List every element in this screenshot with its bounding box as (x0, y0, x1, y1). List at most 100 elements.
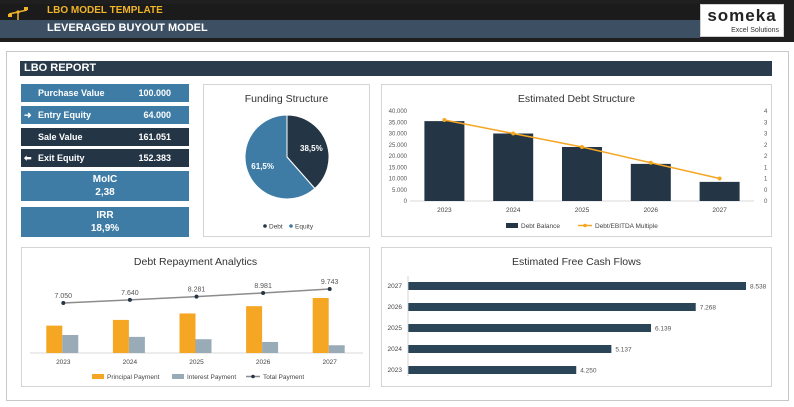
debt-repayment-panel: Debt Repayment Analytics 2023 7.050 2024 7.… (21, 247, 370, 387)
model-title: LEVERAGED BUYOUT MODEL (47, 22, 208, 34)
point-debt-ebitda (442, 118, 447, 122)
legend-label: Principal Payment (107, 374, 160, 381)
y-tick-right: 1 (764, 165, 768, 171)
total-data-label: 8.981 (254, 283, 272, 290)
bar-principal-payment (46, 325, 63, 353)
header-title-bar (0, 20, 700, 38)
legend-label: Equity (295, 224, 314, 231)
y-tick-left: 5.000 (392, 188, 408, 194)
y-tick-left: 0 (404, 199, 408, 205)
legend-marker (583, 223, 587, 228)
logo-tagline: Excel Solutions (731, 27, 779, 34)
legend-label: Debt (269, 224, 283, 231)
header-top-strip (0, 4, 700, 20)
moic-label: MoIC (92, 174, 118, 185)
irr-value: 18,9% (90, 223, 120, 234)
bar-free-cash-flow (408, 345, 612, 353)
x-tick-label: 2024 (123, 359, 138, 366)
pie-slice-equity (244, 114, 316, 200)
y-tick-left: 25.000 (389, 143, 408, 149)
report-title-bar (20, 61, 772, 76)
point-debt-ebitda (648, 160, 653, 165)
free-cash-flow-panel: Estimated Free Cash Flows 2027 8.538 2026 7… (381, 247, 772, 387)
point-total-payment (194, 294, 199, 299)
bar-free-cash-flow (408, 366, 577, 374)
bar-free-cash-flow (408, 324, 652, 332)
moic-value: 2,38 (95, 187, 115, 198)
y-tick-label: 2027 (388, 283, 403, 290)
bar-interest-payment (195, 339, 212, 353)
point-debt-ebitda (717, 176, 722, 181)
chart-title: Estimated Debt Structure (517, 93, 636, 105)
y-tick-label: 2026 (388, 304, 403, 311)
bar-principal-payment (312, 298, 329, 353)
x-tick-label: 2025 (575, 207, 590, 214)
legend-label: Debt Balance (521, 223, 560, 230)
kpi-value: 152.383 (138, 153, 171, 163)
point-total-payment (327, 287, 332, 291)
y-tick-right: 2 (764, 154, 768, 160)
y-tick-label: 2024 (388, 346, 403, 353)
logo-wordmark: someka (707, 6, 777, 25)
bar-debt-balance (630, 163, 671, 201)
x-tick-label: 2023 (437, 207, 452, 214)
arrow-right-icon: ➜ (24, 109, 32, 120)
point-debt-ebitda (580, 145, 584, 149)
total-data-label: 8.281 (188, 287, 206, 294)
pie-data-label: 38,5% (300, 144, 323, 153)
bar-principal-payment (179, 313, 196, 353)
bar-data-label: 6.139 (655, 326, 672, 333)
bar-interest-payment (262, 341, 279, 353)
bar-data-label: 4.250 (580, 368, 597, 375)
kpi-label: Entry Equity (38, 110, 92, 120)
legend-label: Total Payment (263, 374, 304, 381)
funding-pie-chart: 38,5% 61,5% Debt Equity (244, 114, 330, 231)
y-tick-label: 2023 (388, 367, 403, 374)
scale-icon (8, 7, 28, 20)
kpi-value: 64.000 (143, 110, 171, 120)
y-tick-right: 0 (764, 199, 768, 205)
x-tick-label: 2025 (189, 359, 204, 366)
legend-label: Interest Payment (187, 374, 236, 381)
someka-logo[interactable]: someka Excel Solutions (700, 4, 784, 37)
report-title: LBO REPORT (24, 62, 97, 74)
kpi-value: 100.000 (138, 88, 171, 98)
point-total-payment (127, 297, 132, 302)
x-tick-label: 2027 (322, 359, 337, 366)
kpi-moic: MoIC 2,38 (21, 171, 189, 201)
bar-interest-payment (62, 334, 79, 353)
point-total-payment (261, 290, 266, 295)
funding-structure-panel: Funding Structure 38,5% 61,5% Debt Equity (203, 84, 370, 237)
legend-marker (172, 374, 184, 379)
kpi-purchase-value: Purchase Value 100.000 (21, 84, 189, 102)
kpi-entry-equity: ➜ Entry Equity 64.000 (21, 106, 189, 124)
x-tick-label: 2027 (712, 207, 727, 214)
chart-title: Estimated Free Cash Flows (512, 256, 641, 268)
point-debt-ebitda (511, 131, 516, 136)
y-tick-left: 20.000 (389, 154, 408, 160)
x-tick-label: 2023 (56, 359, 71, 366)
y-tick-left: 30.000 (389, 132, 408, 138)
bar-principal-payment (246, 306, 263, 353)
pie-data-label: 61,5% (251, 162, 274, 171)
y-tick-right: 2 (764, 143, 768, 149)
total-data-label: 7.640 (121, 290, 139, 297)
legend-marker (506, 223, 518, 228)
debt-structure-chart: 0 5.000 10.000 15.000 20.000 25.000 30.000 35.0… (389, 109, 768, 230)
y-tick-right: 1 (764, 177, 768, 183)
chart-title: Debt Repayment Analytics (133, 256, 258, 268)
kpi-irr: IRR 18,9% (21, 207, 189, 237)
legend-marker (263, 224, 267, 228)
kpi-label: Purchase Value (38, 88, 105, 98)
y-tick-right: 0 (764, 188, 768, 194)
total-data-label: 7.050 (55, 293, 73, 300)
legend-marker (289, 224, 293, 228)
arrow-left-icon: ⬅ (24, 152, 32, 163)
kpi-exit-equity: ⬅ Exit Equity 152.383 (21, 149, 189, 167)
y-tick-right: 3 (764, 132, 768, 138)
legend-marker (92, 374, 104, 379)
debt-repayment-chart: 2023 7.050 2024 7.640 2025 8.281 2026 8.981 2027… (30, 279, 363, 381)
bar-data-label: 7.268 (700, 305, 717, 312)
kpi-sale-value: Sale Value 161.051 (21, 128, 189, 146)
bar-debt-balance (562, 147, 602, 201)
